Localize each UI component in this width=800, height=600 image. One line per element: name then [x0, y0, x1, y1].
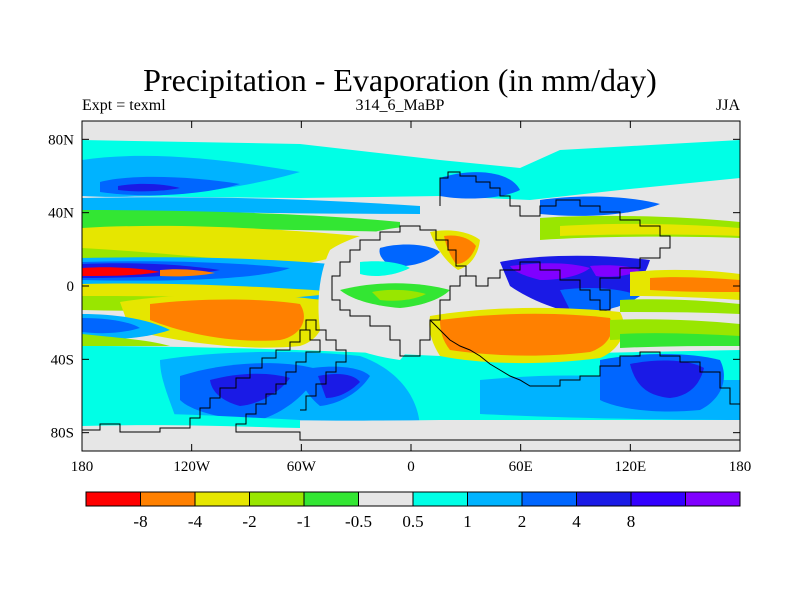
- field-region-asia-purple: [510, 263, 590, 280]
- lon-tick-label: 0: [407, 459, 415, 475]
- lat-tick-label: 40S: [51, 352, 74, 368]
- colorbar: -8 -4 -2 -1 -0.5 0.5 1 2 4 8: [85, 491, 741, 531]
- lon-tick-label: 120E: [614, 459, 646, 475]
- field-region-landmass-blue-north: [379, 244, 440, 267]
- field-region-arctic-cyan: [82, 140, 740, 200]
- lon-tick-label: 60W: [287, 459, 317, 475]
- colorbar-label: 4: [572, 512, 581, 531]
- colorbar-swatch: [194, 491, 250, 507]
- colorbar-label: -2: [242, 512, 256, 531]
- time-period-label: 314_6_MaBP: [355, 97, 445, 114]
- colorbar-label: 8: [627, 512, 636, 531]
- lon-tick-label: 60E: [509, 459, 533, 475]
- colorbar-swatch: [140, 491, 196, 507]
- season-label: JJA: [715, 97, 740, 114]
- colorbar-swatch: [249, 491, 305, 507]
- lat-tick-label: 80N: [48, 132, 74, 148]
- colorbar-label: -0.5: [345, 512, 372, 531]
- lon-tick-label: 180: [71, 459, 94, 475]
- field-region-antarctic-grey: [82, 419, 740, 451]
- field-region-itcz-orange-edge: [160, 269, 215, 277]
- field-region-east-pacific-lime: [620, 299, 740, 314]
- colorbar-label: 0.5: [402, 512, 423, 531]
- field-region-sind-orange: [440, 313, 612, 356]
- continent-outlines: [82, 171, 740, 441]
- lon-tick-label: 120W: [173, 459, 211, 475]
- colorbar-label: -1: [297, 512, 311, 531]
- field-region-so-deep-blue-west: [210, 373, 290, 406]
- colorbar-swatch: [85, 491, 141, 507]
- colorbar-swatch: [358, 491, 414, 507]
- colorbar-swatch: [576, 491, 632, 507]
- lon-tick-label: 180: [729, 459, 752, 475]
- colorbar-label: -4: [188, 512, 203, 531]
- field-region-sp-orange: [150, 299, 304, 341]
- field-region-so-deep-blue-east: [318, 374, 360, 398]
- field-region-north-pacific-core: [118, 183, 180, 192]
- continent-outline-northern: [331, 171, 671, 357]
- continent-outline-south-america: [300, 319, 347, 411]
- field-region-east-pacific-orange: [650, 277, 740, 292]
- colorbar-swatch: [521, 491, 577, 507]
- field-region-nh-midlat-light-blue: [82, 197, 420, 214]
- map-field: [82, 121, 740, 451]
- continent-outline-southern: [429, 319, 740, 405]
- field-region-south-pacific-lime: [82, 334, 170, 346]
- latitude-axis: 80N 40N 0 40S 80S: [48, 132, 740, 442]
- colorbar-label: -8: [133, 512, 147, 531]
- field-region-so-pacific-deep-blue: [630, 360, 704, 398]
- experiment-label: Expt = texml: [82, 97, 166, 114]
- field-region-landmass-lime: [372, 289, 426, 301]
- field-region-nh-subtropic-yellow: [82, 225, 380, 264]
- colorbar-swatch: [303, 491, 359, 507]
- field-region-asia-mid-yellow: [560, 223, 740, 236]
- field-region-sind-green-east: [620, 333, 740, 348]
- field-region-sp-blue: [82, 318, 140, 334]
- continent-outline-antarctic: [82, 329, 740, 441]
- field-region-landmass-cyan-north: [360, 261, 410, 276]
- colorbar-swatch: [412, 491, 468, 507]
- lat-tick-label: 80S: [51, 426, 74, 442]
- field-region-itcz-red-center: [82, 267, 160, 276]
- lat-tick-label: 40N: [48, 206, 74, 222]
- plot-title: Precipitation - Evaporation (in mm/day): [143, 62, 657, 98]
- colorbar-swatch: [685, 491, 741, 507]
- field-region-tethys-orange: [444, 235, 476, 264]
- colorbar-label: 2: [518, 512, 527, 531]
- colorbar-label: 1: [463, 512, 472, 531]
- colorbar-swatch: [630, 491, 686, 507]
- colorbar-swatch: [467, 491, 523, 507]
- longitude-axis: 180 120W 60W 0 60E 120E 180: [71, 121, 752, 475]
- lat-tick-label: 0: [67, 279, 75, 295]
